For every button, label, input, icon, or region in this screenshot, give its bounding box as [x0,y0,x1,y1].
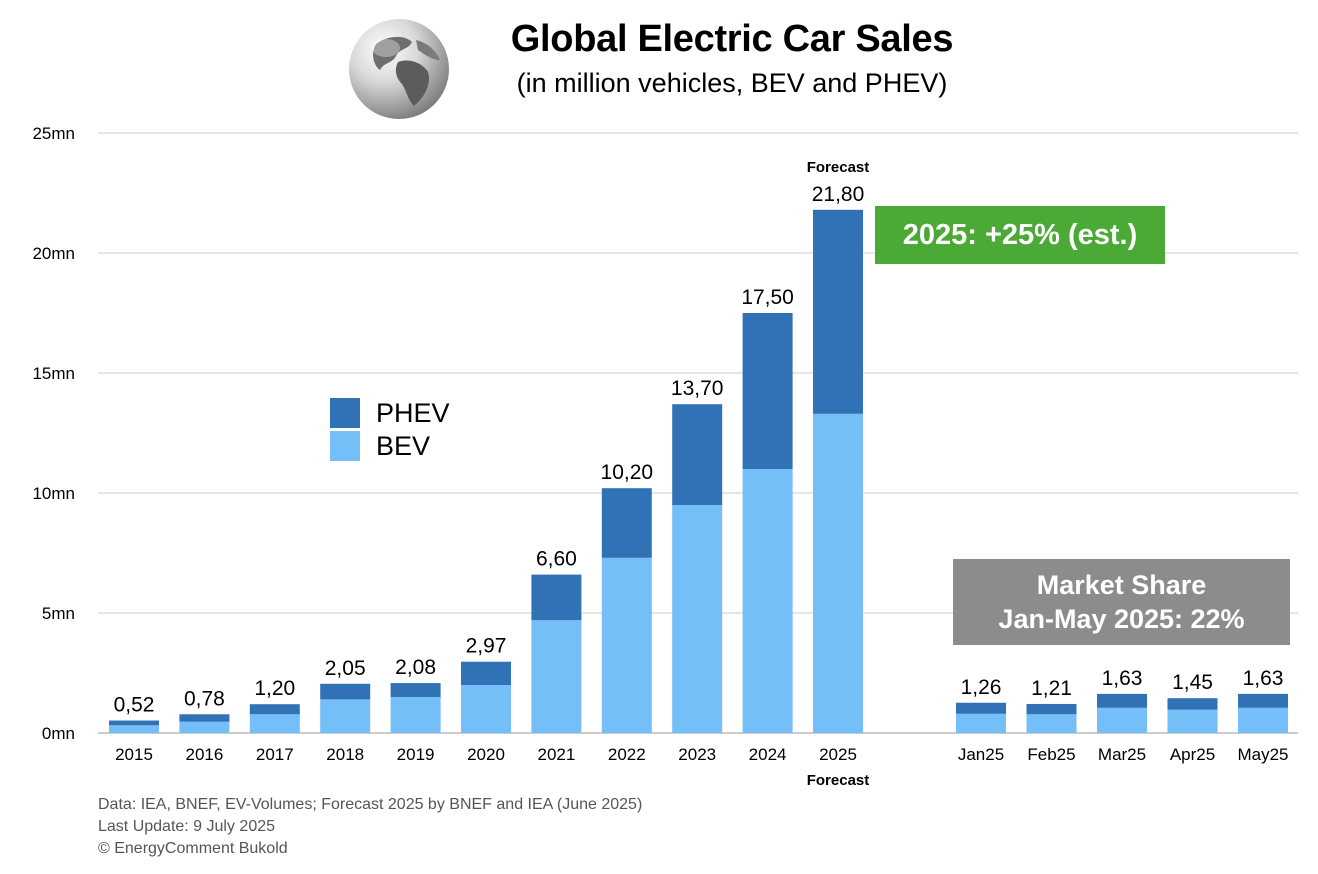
bar-bev [179,721,230,733]
bar-bev [672,505,723,733]
bar-bev [956,713,1006,733]
legend-label-bev: BEV [376,430,431,461]
bar-bev [1238,707,1288,733]
data-label: 0,78 [184,687,225,710]
x-tick-label: 2015 [115,745,153,764]
forecast-label-top: Forecast [807,159,870,176]
bar-phev [742,313,793,469]
bar-bev [461,685,511,733]
bar-phev [601,488,652,558]
bar-bev [813,413,863,733]
x-tick-label: 2017 [256,745,294,764]
legend-swatch-phev [330,398,360,428]
legend-item-bev: BEV [330,429,430,463]
x-tick-label: 2016 [185,745,223,764]
chart-title: Global Electric Car Sales [510,18,954,60]
bar-phev [390,683,441,697]
bar-bev [1097,707,1147,733]
market-share-line2: Jan-May 2025: 22% [998,604,1245,634]
y-tick-label: 10mn [32,484,75,503]
legend-swatch-bev [330,431,360,461]
x-tick-label: 2024 [749,745,787,764]
y-tick-label: 20mn [32,244,75,263]
bar-bev [390,697,441,733]
bar-phev [1026,703,1077,715]
bar-phev [1097,693,1147,708]
x-tick-label: 2025 [819,745,857,764]
data-label: 1,26 [961,676,1002,699]
bar-phev [1167,698,1218,710]
footer-copyright: © EnergyComment Bukold [98,840,288,857]
market-share-line1: Market Share [1036,570,1207,600]
data-label: 1,63 [1102,667,1143,690]
bar-phev [1238,693,1288,708]
data-label: 17,50 [741,286,794,309]
bar-bev [601,557,652,733]
x-tick-label: 2020 [467,745,505,764]
data-label: 2,97 [466,635,507,658]
bar-bev [531,620,582,733]
bar-phev [109,720,159,726]
data-label: 2,08 [395,656,436,679]
x-tick-label: 2022 [608,745,646,764]
bar-phev [813,209,863,414]
bar-bev [1026,714,1077,733]
data-label: 1,45 [1172,671,1213,694]
bar-phev [531,574,582,621]
bar-phev [956,702,1006,714]
bar-phev [672,404,723,505]
x-tick-label: 2018 [326,745,364,764]
bar-phev [320,683,371,700]
x-tick-label: Apr25 [1170,745,1215,764]
data-label: 6,60 [536,548,577,571]
bar-bev [742,469,793,733]
data-label: 0,52 [114,694,155,717]
footer: Data: IEA, BNEF, EV-Volumes; Forecast 20… [98,794,642,860]
market-share-box: Market Share Jan-May 2025: 22% [953,559,1290,645]
data-label: 21,80 [812,183,865,206]
bar-phev [179,714,230,722]
legend-label-phev: PHEV [376,397,450,428]
data-label: 10,20 [601,461,654,484]
x-tick-label: Mar25 [1098,745,1146,764]
bar-phev [461,661,511,685]
bar-bev [1167,709,1218,733]
bar-bev [109,725,159,733]
bar-bev [320,699,371,733]
data-label: 2,05 [325,657,366,680]
bar-bev [249,714,300,733]
y-tick-label: 5mn [42,604,75,623]
data-label: 1,21 [1031,677,1072,700]
x-tick-label: 2023 [678,745,716,764]
bar-phev [249,704,300,715]
footer-update: Last Update: 9 July 2025 [98,818,276,835]
footer-source: Data: IEA, BNEF, EV-Volumes; Forecast 20… [98,796,643,813]
globe-icon [349,19,449,119]
forecast-label-bottom: Forecast [807,772,870,789]
data-label: 1,20 [254,677,295,700]
x-tick-label: 2019 [397,745,435,764]
y-tick-label: 0mn [42,724,75,743]
y-tick-label: 15mn [32,364,75,383]
y-tick-label: 25mn [32,124,75,143]
legend-item-phev: PHEV [330,396,450,430]
x-tick-label: 2021 [537,745,575,764]
x-tick-label: Jan25 [958,745,1004,764]
x-tick-label: May25 [1237,745,1288,764]
chart-subtitle: (in million vehicles, BEV and PHEV) [516,68,948,98]
growth-badge: 2025: +25% (est.) [875,206,1165,264]
data-label: 1,63 [1243,667,1284,690]
x-tick-label: Feb25 [1027,745,1075,764]
data-label: 13,70 [671,377,724,400]
